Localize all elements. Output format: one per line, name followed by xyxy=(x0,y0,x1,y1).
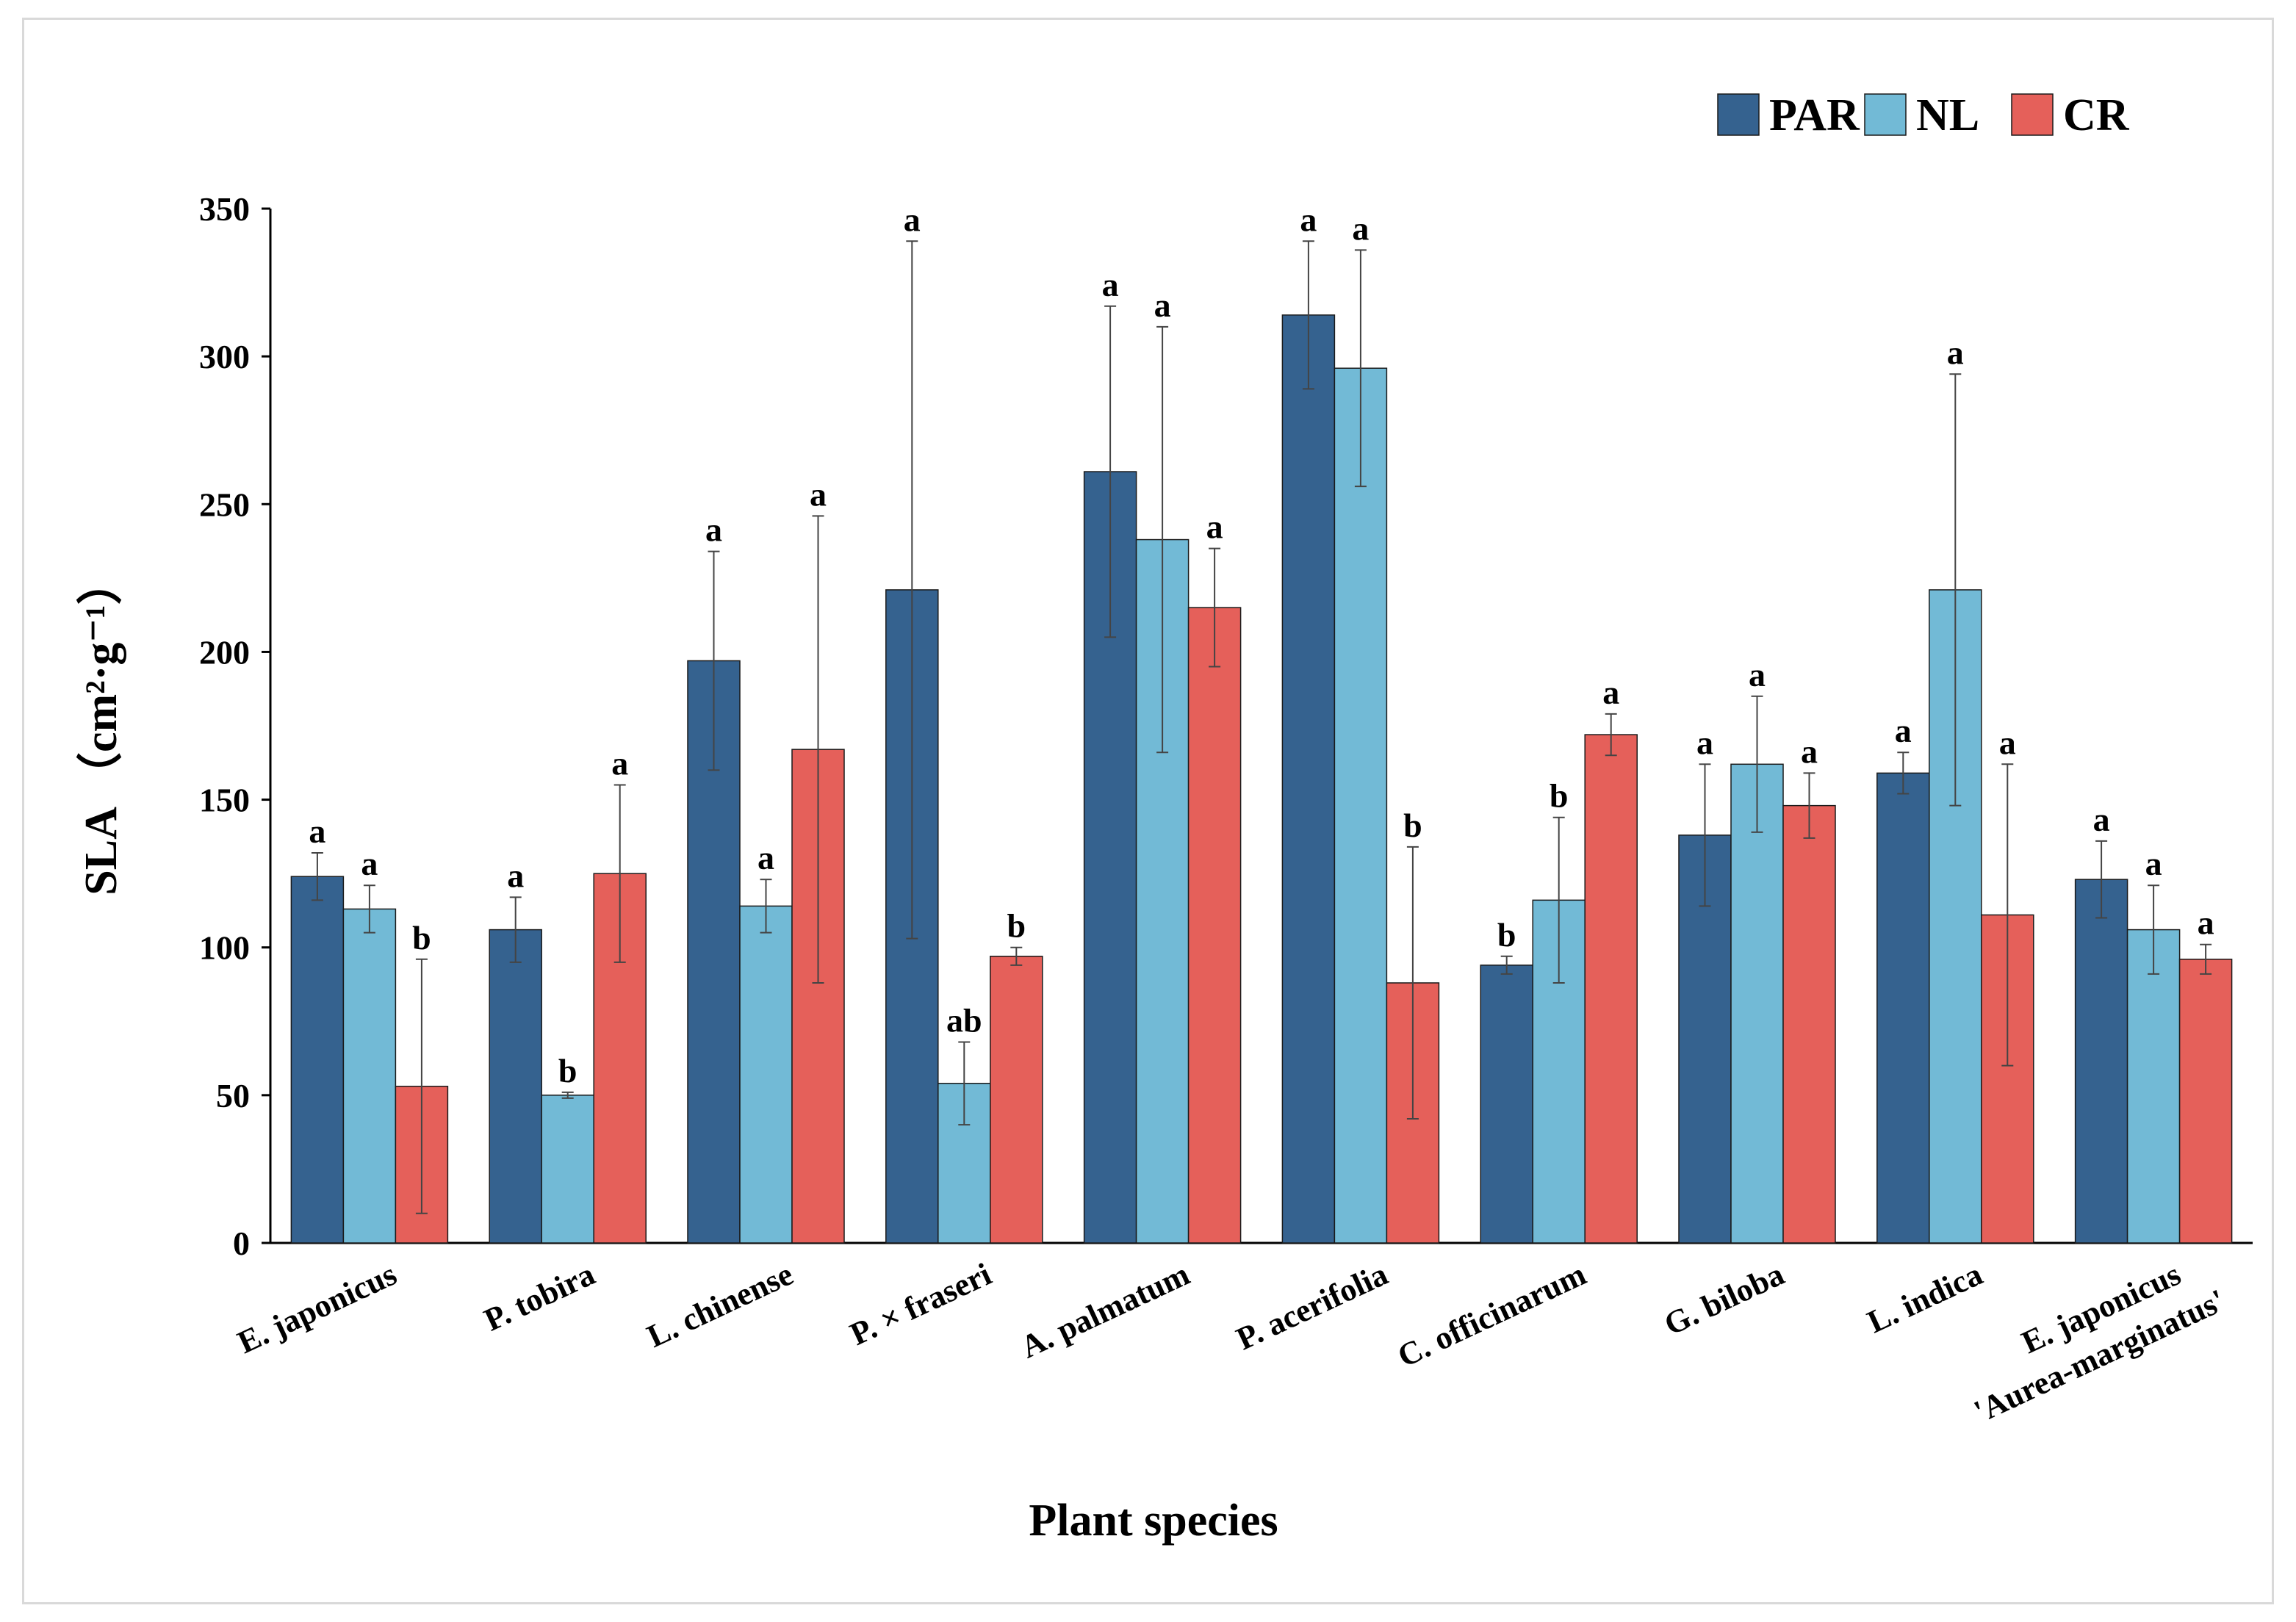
bar-cr xyxy=(1584,734,1638,1244)
significance-letter: b xyxy=(1403,807,1422,844)
bar-nl xyxy=(1334,367,1388,1244)
significance-letter: a xyxy=(810,475,827,513)
significance-letter: a xyxy=(1352,209,1369,247)
significance-letter: a xyxy=(1300,201,1317,238)
significance-letter: a xyxy=(1999,724,2016,761)
significance-letter: a xyxy=(1801,732,1818,770)
y-tick-label: 100 xyxy=(199,929,250,967)
significance-letter: a xyxy=(309,812,325,850)
bar-nl xyxy=(541,1095,594,1244)
significance-letter: a xyxy=(361,845,378,882)
significance-letter: a xyxy=(2145,845,2162,882)
x-tick-label: P. acerifolia xyxy=(1231,1256,1393,1358)
x-tick-label: P. × fraseri xyxy=(845,1256,997,1352)
legend-swatch-nl xyxy=(1864,93,1907,136)
y-tick-label: 250 xyxy=(199,486,250,523)
x-tick-label: C. officinarum xyxy=(1392,1256,1591,1374)
bar-cr xyxy=(2178,959,2233,1244)
bar-par xyxy=(1281,314,1336,1244)
x-tick-label: E. japonicus'Aurea-marginatus' xyxy=(1951,1244,2231,1430)
x-tick-label: A. palmatum xyxy=(1015,1256,1195,1366)
significance-letter: a xyxy=(1696,724,1713,761)
significance-letter: b xyxy=(558,1052,577,1089)
bar-nl xyxy=(2126,929,2181,1244)
x-axis-label: Plant species xyxy=(1029,1496,1278,1546)
significance-letter: a xyxy=(611,744,628,782)
significance-letter: b xyxy=(1007,907,1026,945)
bar-cr xyxy=(1782,804,1836,1244)
bar-cr xyxy=(990,956,1043,1244)
y-tick-label: 300 xyxy=(199,338,250,375)
bar-par xyxy=(290,876,345,1244)
y-tick-label: 50 xyxy=(216,1077,250,1114)
x-tick-labels: E. japonicus P. tobira L. chinense P. × fra… xyxy=(232,1244,2231,1430)
bar-par xyxy=(1876,772,1930,1244)
y-tick-label: 150 xyxy=(199,782,250,819)
x-tick-label: P. tobira xyxy=(478,1256,600,1338)
significance-letter: b xyxy=(1550,777,1569,815)
y-tick-label: 350 xyxy=(199,190,250,228)
bar-par xyxy=(489,929,542,1244)
significance-letter: a xyxy=(2198,904,2214,942)
significance-letter: b xyxy=(1497,916,1516,954)
bar-nl xyxy=(1730,763,1784,1244)
significance-letter: a xyxy=(705,511,722,549)
x-tick-label: L. indica xyxy=(1862,1256,1987,1341)
legend-label-cr: CR xyxy=(2063,90,2130,140)
legend-label-par: PAR xyxy=(1769,90,1860,140)
x-tick-label: L. chinense xyxy=(641,1256,798,1355)
y-axis-label: SLA （cm²·g⁻¹） xyxy=(75,559,126,895)
bar-cr xyxy=(1187,607,1242,1244)
bar-par xyxy=(2074,879,2128,1244)
bar-nl xyxy=(342,908,397,1244)
y-tick-labels: 0 50 100 150 200 250 300 350 xyxy=(199,190,250,1262)
x-tick-label: G. biloba xyxy=(1659,1256,1790,1343)
significance-letter: a xyxy=(1102,266,1119,303)
legend: PAR NL CR xyxy=(1717,90,2130,140)
y-tick-label: 200 xyxy=(199,633,250,671)
significance-letter: a xyxy=(904,201,921,238)
significance-letter: ab xyxy=(946,1001,982,1039)
significance-letter: a xyxy=(1749,656,1766,693)
significance-letter: a xyxy=(2093,801,2110,838)
significance-letter: a xyxy=(757,839,774,876)
legend-label-nl: NL xyxy=(1916,90,1979,140)
significance-letter: a xyxy=(507,857,524,894)
bar-nl xyxy=(739,905,793,1244)
legend-swatch-cr xyxy=(2011,93,2054,136)
bar-par xyxy=(1480,965,1533,1244)
error-bars xyxy=(311,240,2212,1214)
significance-letter: a xyxy=(1154,286,1171,324)
significance-letter: a xyxy=(1206,508,1223,546)
significance-letter: a xyxy=(1895,712,1912,749)
bars xyxy=(290,314,2233,1244)
y-tick-label: 0 xyxy=(233,1225,250,1262)
significance-letter: a xyxy=(1602,674,1619,711)
significance-letter: b xyxy=(412,919,431,956)
legend-swatch-par xyxy=(1717,93,1760,136)
significance-letter: a xyxy=(1947,334,1964,371)
x-tick-label: E. japonicus xyxy=(232,1256,402,1361)
